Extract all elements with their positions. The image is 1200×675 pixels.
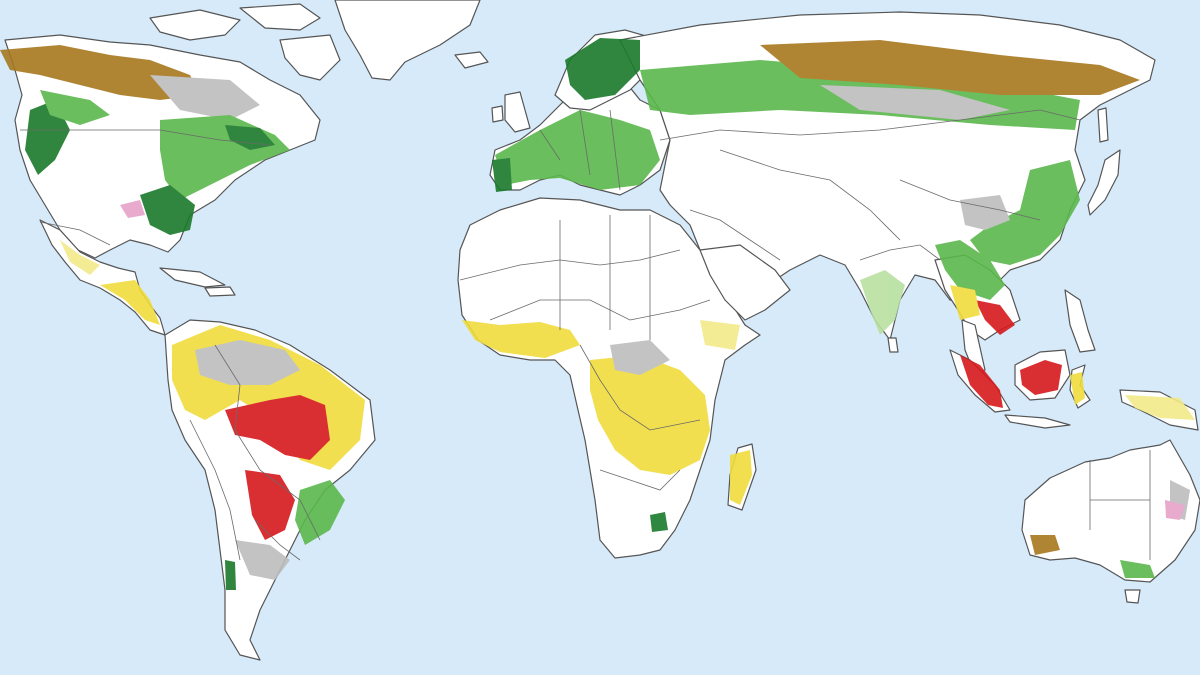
border-india [859, 244, 941, 261]
australia [1021, 439, 1200, 583]
region-boreal-brown [0, 45, 200, 100]
philippines [1064, 289, 1096, 353]
europe-change [492, 38, 660, 192]
region-boreal-brown [760, 40, 1140, 95]
region-gain-strong [140, 185, 195, 235]
region-loss-moderate [100, 280, 160, 325]
region-gain-moderate [495, 110, 660, 190]
region-gain-moderate [295, 480, 345, 545]
border-russia-south [659, 109, 1081, 141]
region-loss-light [60, 240, 100, 275]
border-us-mexico [39, 221, 111, 246]
region-loss-high [975, 300, 1015, 335]
region-gain-moderate [40, 90, 110, 125]
region-loss-high [960, 355, 1003, 408]
border-europe [539, 109, 621, 191]
se-asia-change [935, 240, 1195, 420]
south-america-change [172, 325, 365, 590]
border-africa-north [459, 249, 681, 281]
region-loss-light [1125, 395, 1195, 420]
region-gain-moderate [1120, 560, 1155, 578]
region-loss-moderate [590, 355, 710, 475]
iceland [454, 51, 489, 69]
japan [1087, 149, 1121, 216]
russia-boreal [640, 40, 1140, 130]
region-loss-moderate [950, 285, 980, 320]
region-loss-light [1165, 500, 1185, 520]
cuba [159, 267, 226, 288]
region-no-change [960, 195, 1010, 230]
region-no-change [235, 540, 290, 580]
hispaniola [204, 286, 236, 297]
border-china [899, 179, 1041, 221]
arctic-archipelago [149, 9, 241, 41]
sakhalin [1097, 107, 1109, 143]
greenland [334, 0, 481, 81]
region-loss-high [1020, 360, 1062, 395]
region-boreal-brown [1030, 535, 1060, 555]
region-gain-strong [25, 100, 70, 175]
region-loss-moderate [1070, 372, 1085, 405]
sri-lanka [887, 337, 899, 353]
region-gain-moderate [935, 240, 1005, 300]
region-loss-high [225, 395, 330, 460]
border-us-canada [20, 129, 271, 146]
java [1004, 414, 1071, 429]
border-brazil [214, 344, 321, 541]
region-gain-strong [650, 512, 668, 532]
canada-boreal [0, 45, 260, 120]
region-no-change [610, 340, 670, 375]
region-pink [120, 200, 145, 218]
border-africa-south [599, 469, 681, 491]
region-loss-moderate [730, 450, 752, 505]
border-central-asia [719, 149, 901, 241]
border-andes [189, 419, 241, 561]
baffin-island [279, 34, 341, 81]
region-gain-strong [492, 158, 512, 192]
border-africa-central [579, 344, 701, 431]
africa-change [462, 320, 752, 532]
region-gain-moderate [970, 160, 1080, 265]
region-loss-moderate [462, 320, 580, 358]
region-loss-light [700, 320, 740, 350]
us-east-forest [120, 115, 290, 235]
tasmania [1124, 589, 1141, 604]
forest-change-layer [0, 38, 1195, 590]
region-gain-strong [225, 560, 236, 590]
arabian-peninsula [699, 244, 791, 321]
border-africa-vertical [559, 215, 651, 340]
border-argentina [254, 519, 301, 561]
region-no-change [820, 85, 1010, 120]
country-borders [20, 109, 1151, 561]
ireland [491, 105, 504, 123]
region-gain-strong [565, 38, 640, 100]
region-gain-strong [225, 125, 275, 150]
arctic-archipelago-2 [239, 3, 321, 31]
great-britain [504, 91, 531, 133]
border-middle-east [689, 209, 781, 261]
region-no-change [195, 340, 300, 385]
region-gain-light [860, 270, 905, 335]
border-australia [1089, 450, 1151, 560]
region-no-change [150, 75, 260, 120]
